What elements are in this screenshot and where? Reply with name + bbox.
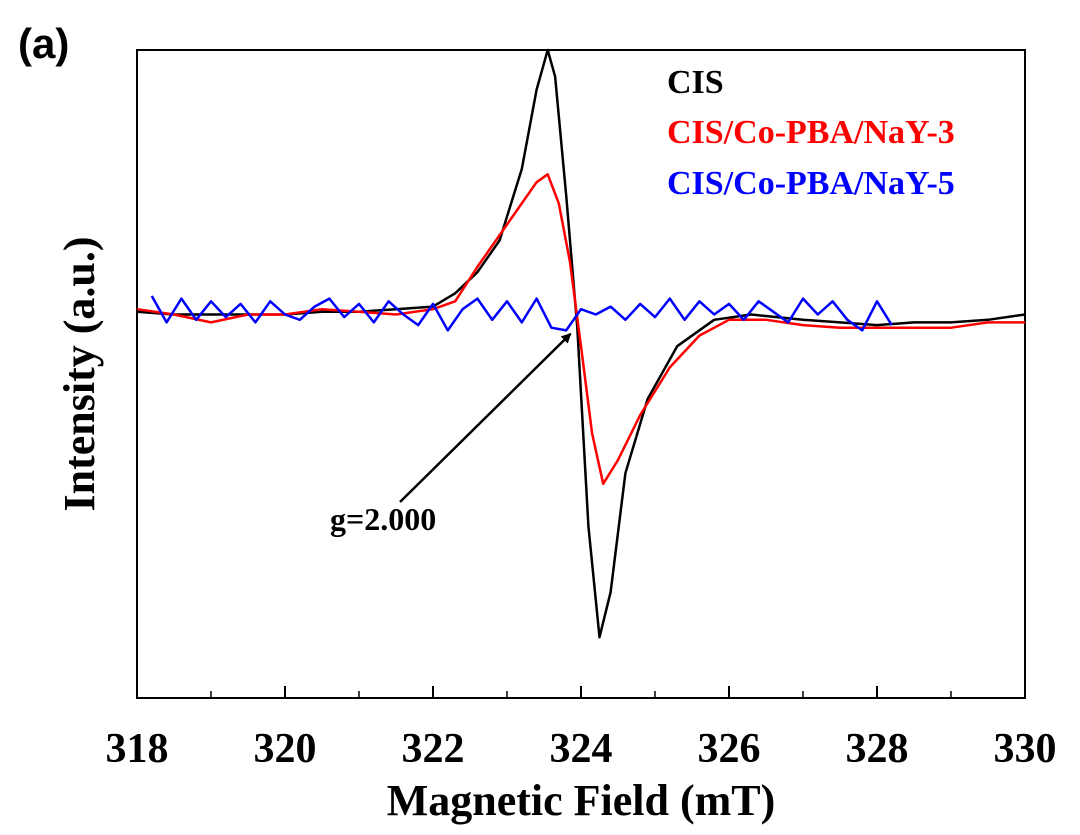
x-tick-label: 320 — [254, 726, 317, 772]
x-tick-label: 328 — [846, 726, 909, 772]
annotation-arrow — [399, 332, 572, 503]
x-axis-title: Magnetic Field (mT) — [387, 776, 776, 825]
legend-entry-nay3: CIS/Co-PBA/NaY-3 — [667, 114, 955, 151]
x-axis-ticks: 318 320 322 324 326 328 330 — [106, 686, 1057, 772]
x-tick-label: 318 — [106, 726, 169, 772]
series-line-cis — [136, 48, 1026, 639]
legend-entry-nay5: CIS/Co-PBA/NaY-5 — [667, 165, 955, 202]
x-tick-label: 322 — [402, 726, 465, 772]
y-axis-title: Intensity (a.u.) — [55, 236, 104, 511]
series-line-nay3 — [136, 173, 1025, 486]
series-line-nay5 — [150, 295, 893, 332]
x-tick-label: 326 — [698, 726, 761, 772]
panel-label: (a) — [18, 20, 69, 67]
x-tick-label: 330 — [994, 726, 1057, 772]
legend-entry-cis: CIS — [667, 64, 724, 101]
series-lines — [136, 48, 1026, 639]
x-tick-label: 324 — [550, 726, 613, 772]
annotation-label: g=2.000 — [330, 501, 436, 537]
